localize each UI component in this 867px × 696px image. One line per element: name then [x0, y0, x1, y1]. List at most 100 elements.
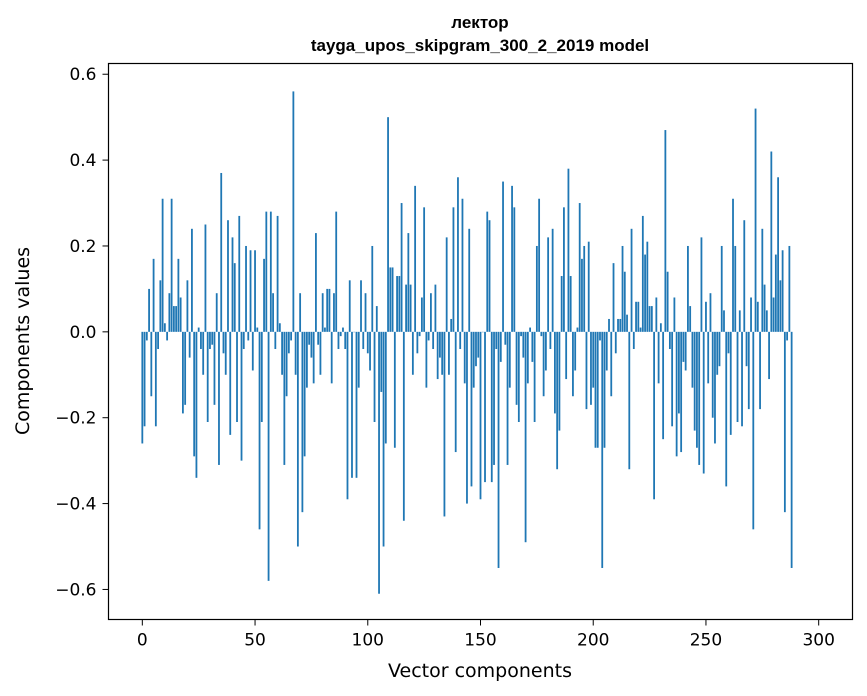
bar [414, 185, 417, 332]
bar [206, 331, 209, 422]
bar [529, 327, 531, 332]
bar [535, 245, 538, 332]
bar [696, 331, 698, 448]
y-tick-label: 0.2 [69, 237, 96, 257]
bar [373, 331, 376, 422]
bar [702, 331, 705, 474]
bar [364, 293, 367, 332]
bar [439, 331, 441, 358]
bar [786, 331, 789, 341]
bar [560, 276, 563, 332]
x-axis-label: Vector components [388, 660, 572, 682]
bar [215, 293, 218, 332]
bar [765, 310, 768, 332]
bar [200, 331, 202, 350]
bar [506, 331, 509, 465]
bar [563, 207, 565, 332]
bar [425, 331, 428, 388]
bar [366, 331, 369, 354]
bar [339, 331, 342, 337]
bar [317, 331, 320, 345]
bar [245, 245, 247, 332]
bar [517, 331, 520, 422]
bar [635, 301, 637, 332]
bar [684, 331, 687, 371]
bar [759, 331, 761, 410]
bar [770, 151, 773, 332]
bar [213, 331, 216, 405]
bar [716, 331, 719, 375]
bar [547, 237, 550, 332]
bar [423, 207, 426, 332]
bar [141, 331, 144, 444]
bar [673, 297, 676, 332]
bar [256, 327, 259, 332]
bar [619, 318, 622, 332]
bar [727, 331, 730, 354]
bar [357, 331, 360, 388]
bar [346, 331, 349, 500]
bar [540, 331, 543, 337]
bar [705, 301, 707, 332]
bar [675, 331, 678, 457]
bar [637, 301, 640, 332]
bar [202, 331, 205, 375]
bar [184, 331, 187, 405]
bar [472, 331, 475, 388]
bar [648, 306, 651, 332]
bar [538, 198, 541, 332]
bar [409, 284, 412, 332]
bar [554, 331, 556, 414]
bar [477, 331, 480, 358]
bar [725, 331, 728, 487]
bar [687, 245, 689, 332]
bar [263, 258, 265, 332]
bar [729, 331, 732, 435]
bar [610, 331, 613, 397]
bar [698, 331, 701, 465]
bar [292, 91, 295, 332]
bar [734, 245, 737, 332]
bar [434, 284, 437, 332]
bar [470, 331, 473, 487]
bar [763, 284, 766, 332]
bar [723, 310, 725, 332]
bar [495, 331, 498, 350]
x-tick-label: 50 [244, 631, 266, 651]
bar [247, 331, 250, 341]
bar [407, 233, 410, 332]
bar [774, 254, 777, 332]
y-tick-label: −0.6 [55, 580, 96, 600]
bar [448, 331, 450, 375]
bar [605, 331, 608, 371]
bar [145, 331, 148, 341]
bar [326, 288, 329, 332]
bar [274, 331, 277, 350]
bar [254, 250, 256, 332]
x-tick-label: 150 [464, 631, 496, 651]
bar [668, 331, 671, 350]
x-tick-label: 200 [577, 631, 609, 651]
bar [308, 331, 311, 345]
bar [457, 177, 459, 332]
bar [233, 263, 236, 332]
bar [738, 310, 741, 332]
bar [172, 306, 175, 332]
bar [287, 331, 290, 354]
bar [283, 331, 286, 465]
bar [387, 117, 389, 332]
bar [177, 258, 180, 332]
bar [531, 331, 534, 362]
bar [278, 323, 281, 332]
bar [601, 331, 604, 568]
bar [188, 331, 191, 358]
bar [493, 331, 495, 465]
bar [170, 198, 173, 332]
bar [596, 331, 599, 448]
bar [662, 331, 665, 440]
bar [608, 318, 610, 332]
bar [590, 331, 592, 405]
bar [290, 331, 293, 341]
bar [790, 331, 793, 568]
